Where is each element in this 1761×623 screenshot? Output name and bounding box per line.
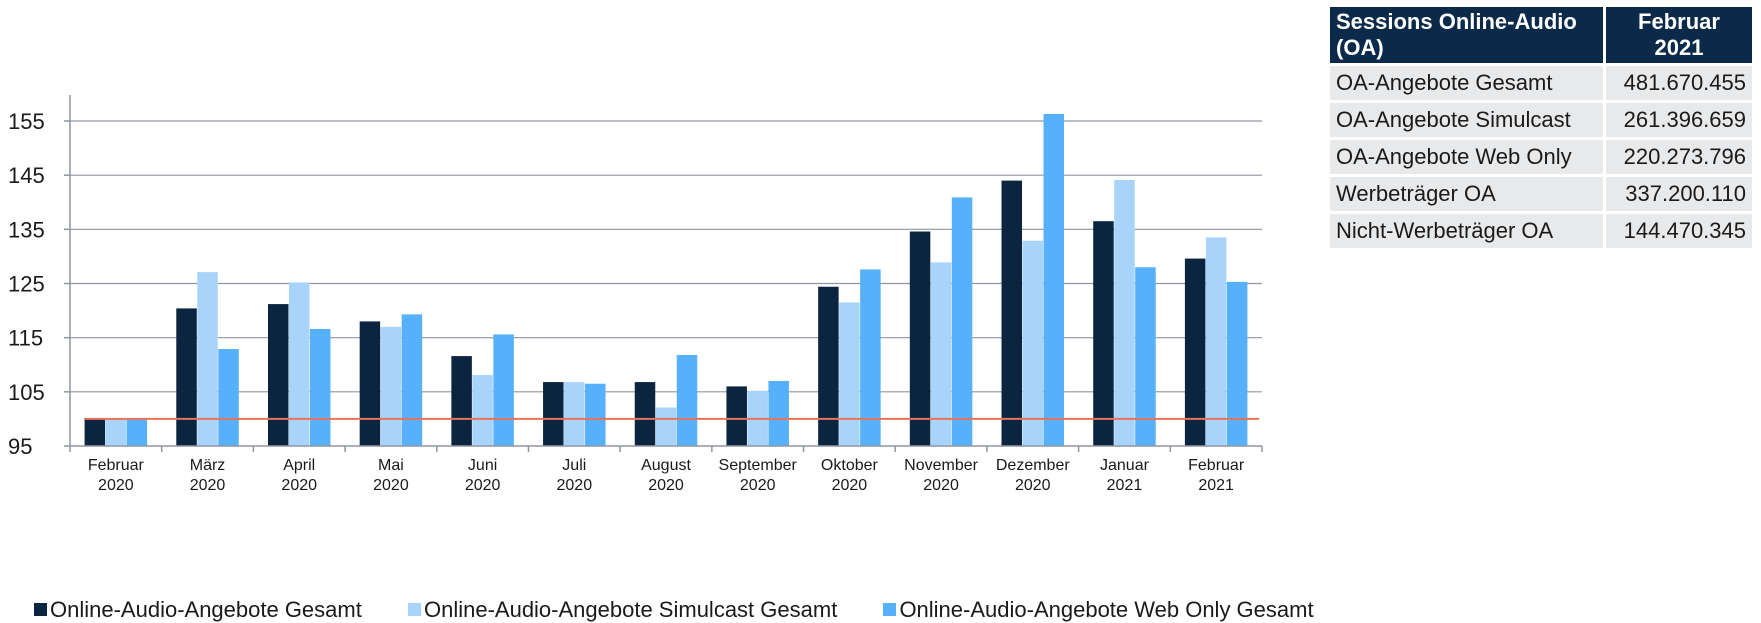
bar-gesamt — [267, 304, 289, 446]
grid-lines — [70, 120, 1262, 393]
table-row: OA-Angebote Simulcast 261.396.659 — [1330, 103, 1752, 137]
bar-web-only — [1226, 281, 1248, 446]
bar-simulcast — [288, 282, 310, 446]
bar-gesamt — [634, 382, 656, 446]
table-row-label: OA-Angebote Simulcast — [1330, 103, 1603, 137]
bar-simulcast — [380, 326, 402, 446]
bar-simulcast — [1205, 237, 1227, 446]
bar-gesamt — [818, 286, 839, 446]
bar-web-only — [309, 329, 331, 446]
bar-simulcast — [655, 407, 677, 446]
legend-item-web-only: Online-Audio-Angebote Web Only Gesamt — [883, 597, 1314, 623]
bar-simulcast — [472, 375, 493, 446]
bar-simulcast — [105, 418, 127, 446]
bars — [84, 113, 1248, 447]
table-header-label: Sessions Online-Audio (OA) — [1330, 7, 1603, 63]
bar-web-only — [676, 355, 698, 446]
bar-simulcast — [839, 302, 860, 446]
x-tick-label: April 2020 — [281, 457, 317, 494]
bar-simulcast — [1114, 180, 1135, 446]
bar-web-only — [585, 383, 606, 446]
legend-item-simulcast: Online-Audio-Angebote Simulcast Gesamt — [407, 597, 838, 623]
table-row: OA-Angebote Gesamt 481.670.455 — [1330, 66, 1752, 100]
y-tick-label: 115 — [8, 326, 43, 351]
bar-gesamt — [1093, 221, 1114, 446]
x-tick-label: Mai 2020 — [373, 457, 409, 494]
legend: Online-Audio-Angebote Gesamt Online-Audi… — [34, 596, 1354, 623]
bar-gesamt — [726, 386, 747, 446]
bar-simulcast — [1022, 240, 1044, 446]
x-tick-label: Februar 2021 — [1188, 457, 1245, 494]
table-row-label: Nicht-Werbeträger OA — [1330, 214, 1603, 248]
y-tick-label: 95 — [8, 434, 32, 459]
bar-gesamt — [1001, 180, 1023, 447]
bar-web-only — [951, 197, 973, 446]
table-row-value: 261.396.659 — [1606, 103, 1752, 137]
legend-swatch-simulcast — [407, 603, 421, 617]
x-tick-label: November 2020 — [904, 457, 978, 494]
y-tick-label: 135 — [8, 217, 45, 242]
y-tick-label: 105 — [8, 380, 45, 405]
bar-web-only — [401, 314, 423, 446]
table-row-label: Werbeträger OA — [1330, 177, 1603, 211]
x-tick-label: Juli 2020 — [557, 457, 593, 494]
table-row-value: 220.273.796 — [1606, 140, 1752, 174]
x-tick-label: Juni 2020 — [465, 457, 501, 494]
bar-web-only — [1135, 267, 1156, 446]
x-tick-label: September 2020 — [719, 457, 798, 494]
bar-simulcast — [930, 262, 952, 446]
table-header-row: Sessions Online-Audio (OA) Februar 2021 — [1330, 7, 1752, 63]
x-tick-label: Oktober 2020 — [821, 457, 879, 494]
legend-label-web-only: Online-Audio-Angebote Web Only Gesamt — [899, 597, 1314, 623]
x-tick-label: Februar 2020 — [88, 457, 145, 494]
legend-label-simulcast: Online-Audio-Angebote Simulcast Gesamt — [423, 597, 838, 623]
table-row-label: OA-Angebote Web Only — [1330, 140, 1603, 174]
bar-gesamt — [1184, 258, 1206, 446]
bar-simulcast — [564, 382, 585, 446]
y-tick-label: 145 — [8, 163, 45, 188]
bar-gesamt — [451, 356, 472, 446]
bar-web-only — [218, 349, 239, 446]
bar-web-only — [126, 418, 148, 446]
legend-label-gesamt: Online-Audio-Angebote Gesamt — [50, 597, 362, 623]
bar-gesamt — [909, 231, 931, 446]
x-axis-ticks: Februar 2020 März 2020 April 2020 Mai 2020 Juni 2… — [88, 457, 1245, 494]
table-row: Werbeträger OA 337.200.110 — [1330, 177, 1752, 211]
table-row: OA-Angebote Web Only 220.273.796 — [1330, 140, 1752, 174]
x-tick-label: März 2020 — [190, 457, 226, 494]
table-header-value: Februar 2021 — [1606, 7, 1752, 63]
table-row: Nicht-Werbeträger OA 144.470.345 — [1330, 214, 1752, 248]
bar-web-only — [493, 334, 514, 446]
x-tick-label: Januar 2021 — [1100, 457, 1150, 494]
legend-swatch-gesamt — [34, 603, 47, 617]
bar-simulcast — [197, 272, 218, 446]
y-tick-label: 125 — [8, 272, 45, 297]
bar-gesamt — [176, 308, 197, 446]
x-tick-label: August 2020 — [641, 457, 691, 494]
bar-web-only — [860, 269, 881, 446]
y-tick-label: 155 — [8, 109, 45, 134]
bar-gesamt — [543, 382, 564, 446]
table-row-value: 481.670.455 — [1606, 66, 1752, 100]
axes — [64, 95, 1263, 452]
bar-gesamt — [84, 418, 106, 446]
table-row-value: 144.470.345 — [1606, 214, 1752, 248]
bar-gesamt — [359, 321, 381, 446]
legend-item-gesamt: Online-Audio-Angebote Gesamt — [34, 597, 362, 623]
table-row-label: OA-Angebote Gesamt — [1330, 66, 1603, 100]
legend-swatch-web-only — [883, 603, 897, 617]
y-axis-ticks: 95 105 115 125 135 145 155 — [8, 109, 45, 459]
table-row-value: 337.200.110 — [1606, 177, 1752, 211]
bar-web-only — [768, 381, 789, 446]
x-tick-label: Dezember 2020 — [996, 457, 1070, 494]
summary-table: Sessions Online-Audio (OA) Februar 2021 … — [1327, 4, 1755, 251]
bar-web-only — [1043, 113, 1065, 446]
